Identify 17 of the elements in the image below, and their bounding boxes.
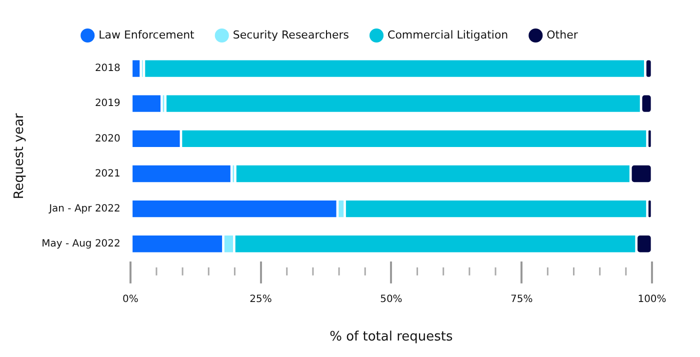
y-tick-label: 2018 xyxy=(94,63,120,74)
y-tick-label: Jan - Apr 2022 xyxy=(48,203,120,214)
x-tick-label: 75% xyxy=(510,294,533,305)
y-axis-title: Request year xyxy=(12,112,28,200)
x-tick-label: 100% xyxy=(638,294,666,305)
x-tick-label: 25% xyxy=(250,294,272,305)
x-tick-label: 50% xyxy=(380,294,402,305)
y-tick-label: 2021 xyxy=(94,168,120,180)
y-tick-label: 2019 xyxy=(94,98,120,110)
legend-label: Commercial Litigation xyxy=(388,28,508,42)
legend-label: Law Enforcement xyxy=(98,28,196,42)
y-tick-label: 2020 xyxy=(94,133,120,144)
legend-label: Other xyxy=(546,28,578,42)
x-tick-label: 0% xyxy=(122,294,138,305)
legend-label: Security Researchers xyxy=(232,28,350,42)
y-tick-label: May - Aug 2022 xyxy=(42,238,120,250)
x-axis-title: % of total requests xyxy=(330,330,454,345)
